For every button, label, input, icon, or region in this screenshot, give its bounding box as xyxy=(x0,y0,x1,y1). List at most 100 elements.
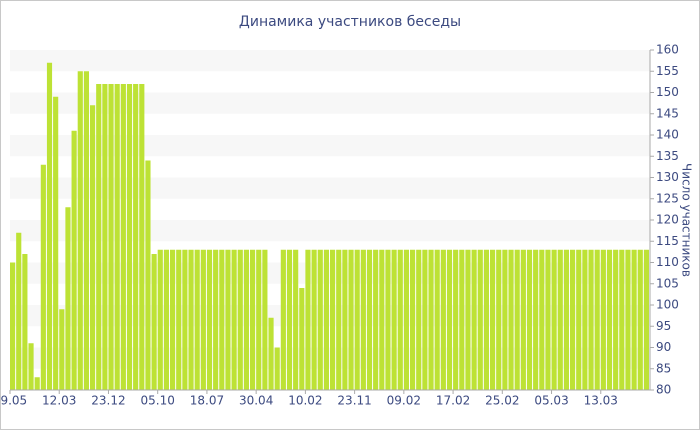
bar xyxy=(545,249,551,390)
bar xyxy=(34,377,40,390)
bar xyxy=(465,249,471,390)
bar xyxy=(40,164,46,390)
bar xyxy=(557,249,563,390)
bar xyxy=(336,249,342,390)
bar xyxy=(108,84,114,390)
y-tick-label: 135 xyxy=(656,149,679,163)
bar xyxy=(330,249,336,390)
grid-band xyxy=(10,177,650,199)
bar xyxy=(582,249,588,390)
bar xyxy=(213,249,219,390)
y-tick-label: 130 xyxy=(656,170,679,184)
bar xyxy=(410,249,416,390)
x-tick-label: 10.02 xyxy=(288,394,322,408)
y-tick-label: 150 xyxy=(656,85,679,99)
y-tick-label: 145 xyxy=(656,106,679,120)
bar xyxy=(182,249,188,390)
x-tick-label: 25.02 xyxy=(485,394,519,408)
bar xyxy=(139,84,145,390)
x-tick-label: 23.11 xyxy=(337,394,371,408)
x-tick-label: 23.12 xyxy=(91,394,125,408)
y-tick-label: 115 xyxy=(656,234,679,248)
bar xyxy=(594,249,600,390)
bar xyxy=(373,249,379,390)
bar xyxy=(268,317,274,390)
bar xyxy=(520,249,526,390)
bar xyxy=(250,249,256,390)
bar xyxy=(403,249,409,390)
bar xyxy=(342,249,348,390)
y-tick-label: 100 xyxy=(656,298,679,312)
bar xyxy=(299,288,305,390)
y-tick-label: 105 xyxy=(656,276,679,290)
x-tick-label: 17.02 xyxy=(436,394,470,408)
bar xyxy=(126,84,133,390)
bar xyxy=(90,105,96,390)
bar xyxy=(366,249,373,390)
bar xyxy=(102,84,108,390)
bar xyxy=(600,249,606,390)
x-tick-label: 13.03 xyxy=(584,394,618,408)
bar xyxy=(96,84,102,390)
bar xyxy=(145,160,151,390)
bar xyxy=(59,309,65,390)
bar xyxy=(637,249,643,390)
bar xyxy=(416,249,422,390)
bar xyxy=(551,249,557,390)
bar xyxy=(114,84,120,390)
bar xyxy=(133,84,139,390)
bar xyxy=(120,84,126,390)
bar xyxy=(397,249,403,390)
grid-band xyxy=(10,92,650,114)
bar xyxy=(348,249,354,390)
x-tick-label: 29.05 xyxy=(0,394,27,408)
bar xyxy=(471,249,477,390)
y-tick-label: 80 xyxy=(656,383,671,397)
bar xyxy=(570,249,576,390)
bar xyxy=(453,249,459,390)
y-tick-label: 155 xyxy=(656,64,679,78)
bar xyxy=(77,71,83,390)
bar xyxy=(323,249,329,390)
y-tick-label: 160 xyxy=(656,43,679,57)
bar xyxy=(563,249,569,390)
bar xyxy=(477,249,483,390)
bar xyxy=(16,232,22,390)
bar xyxy=(10,262,16,390)
bar xyxy=(625,249,631,390)
bar xyxy=(588,249,594,390)
bar xyxy=(194,249,200,390)
bar xyxy=(170,249,176,390)
bar xyxy=(163,249,169,390)
bar xyxy=(293,249,299,390)
bar xyxy=(225,249,231,390)
bar xyxy=(459,249,465,390)
bar xyxy=(28,343,34,390)
bar xyxy=(317,249,323,390)
bar xyxy=(237,249,243,390)
chart-title: Динамика участников беседы xyxy=(239,14,461,30)
bar xyxy=(354,249,360,390)
bar xyxy=(539,249,545,390)
y-tick-label: 125 xyxy=(656,191,679,205)
y-tick-label: 120 xyxy=(656,213,679,227)
x-tick-label: 05.03 xyxy=(534,394,568,408)
bar xyxy=(606,249,613,390)
y-tick-label: 95 xyxy=(656,319,671,333)
x-tick-label: 05.10 xyxy=(141,394,175,408)
bar xyxy=(200,249,206,390)
bar xyxy=(428,249,434,390)
y-tick-label: 90 xyxy=(656,340,671,354)
bar xyxy=(22,254,28,390)
bar xyxy=(508,249,514,390)
bar xyxy=(280,249,286,390)
bar xyxy=(496,249,502,390)
bar xyxy=(434,249,440,390)
bar xyxy=(71,130,77,390)
bar xyxy=(379,249,385,390)
bar xyxy=(46,62,53,390)
grid-band xyxy=(10,220,650,242)
bar xyxy=(151,254,157,390)
y-axis-label: Число участников xyxy=(680,163,694,277)
